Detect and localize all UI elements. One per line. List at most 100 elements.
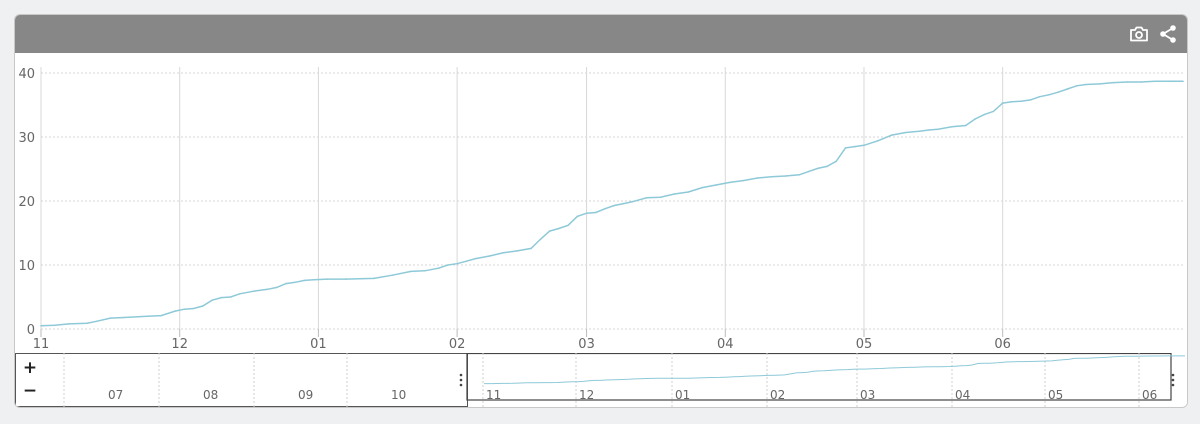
x-tick-label: 12 (171, 337, 188, 352)
data-point (474, 257, 477, 260)
data-point (423, 270, 426, 272)
data-point (784, 175, 787, 177)
line-chart[interactable]: 0 10 20 30 40 11 12 01 02 03 04 05 06 (15, 53, 1187, 353)
navigator-tick-label: 12 (579, 388, 594, 402)
data-point (202, 305, 204, 307)
data-point (1057, 91, 1059, 93)
data-point (95, 320, 98, 323)
data-point (844, 147, 847, 149)
data-point (1154, 80, 1157, 83)
x-tick-label: 05 (856, 337, 873, 352)
data-point (1066, 88, 1069, 90)
zoom-in-button[interactable]: + (22, 358, 38, 378)
x-tick-label: 11 (33, 337, 50, 352)
data-point (548, 230, 551, 232)
data-point (252, 290, 255, 292)
data-point (715, 184, 717, 186)
y-tick-label: 30 (18, 131, 35, 146)
data-point (918, 130, 921, 132)
data-point (595, 211, 597, 214)
data-point (410, 270, 412, 273)
vertical-dots-icon (459, 378, 463, 382)
x-tick-label: 01 (310, 337, 327, 352)
data-point (798, 174, 801, 176)
navigator-selected-frame (466, 353, 1172, 401)
data-point (465, 260, 468, 262)
y-tick-label: 20 (18, 195, 35, 210)
share-icon[interactable] (1157, 24, 1179, 44)
data-point (539, 238, 542, 241)
data-point (137, 316, 139, 318)
data-point (285, 282, 287, 285)
data-point (853, 145, 856, 148)
range-navigator[interactable]: 07 08 09 10 11 12 01 02 03 04 05 06 (15, 353, 1187, 407)
data-point (211, 299, 213, 301)
data-point (585, 212, 588, 214)
zoom-out-button[interactable]: − (22, 381, 38, 401)
data-point (659, 196, 662, 198)
data-point (701, 186, 703, 189)
data-point (937, 128, 939, 131)
data-point (770, 175, 773, 178)
data-point (632, 200, 634, 203)
y-tick-label: 40 (18, 67, 35, 82)
data-point (951, 126, 953, 128)
data-point (807, 170, 810, 173)
data-point (456, 262, 458, 265)
data-point (927, 129, 930, 131)
navigator-tick-label: 02 (770, 388, 785, 402)
data-point (239, 293, 241, 295)
data-point (613, 204, 616, 207)
data-point (437, 267, 440, 269)
data-point (266, 288, 269, 291)
data-point (229, 296, 232, 298)
data-point (835, 160, 837, 163)
data-point (992, 110, 995, 113)
data-point (326, 278, 329, 280)
data-point (54, 324, 56, 327)
data-point (488, 255, 491, 257)
data-point (345, 278, 347, 280)
y-tick-label: 10 (18, 259, 35, 274)
data-point (729, 181, 731, 184)
data-point (673, 193, 676, 195)
vertical-dots-icon (1171, 383, 1175, 387)
chart-card: 0 10 20 30 40 11 12 01 02 03 04 05 06 07 08 09 10 11 12 01… (14, 14, 1188, 408)
data-point (1038, 95, 1041, 98)
data-point (303, 279, 306, 282)
data-point (1168, 80, 1170, 83)
navigator-tick-label: 01 (675, 388, 690, 402)
data-point (391, 274, 394, 276)
data-point (1112, 81, 1115, 84)
data-point (558, 227, 560, 230)
data-point (816, 167, 819, 170)
data-point (983, 113, 985, 116)
vertical-dots-icon (459, 383, 463, 387)
data-point (1029, 99, 1032, 101)
data-point (1140, 81, 1143, 83)
vertical-dots-icon (1171, 378, 1175, 382)
data-point (373, 277, 375, 280)
data-point (890, 134, 893, 136)
data-point (863, 144, 865, 147)
data-point (964, 124, 967, 127)
data-point (1011, 101, 1013, 103)
navigator-tick-label: 08 (203, 388, 218, 402)
series-line (40, 80, 1183, 327)
data-point (109, 317, 112, 319)
data-point (1126, 81, 1129, 83)
vertical-dots-icon (459, 373, 463, 377)
navigator-tick-label: 10 (391, 388, 406, 402)
data-point (576, 215, 579, 218)
data-point (447, 264, 449, 266)
data-point (1099, 83, 1101, 85)
x-tick-label: 03 (578, 337, 595, 352)
data-point (1075, 85, 1078, 87)
data-point (67, 323, 70, 325)
data-point (743, 179, 745, 182)
data-point (645, 197, 648, 199)
camera-icon[interactable] (1128, 24, 1150, 44)
navigator-tick-label: 06 (1142, 388, 1157, 402)
data-point (276, 286, 278, 289)
data-point (1001, 102, 1004, 104)
